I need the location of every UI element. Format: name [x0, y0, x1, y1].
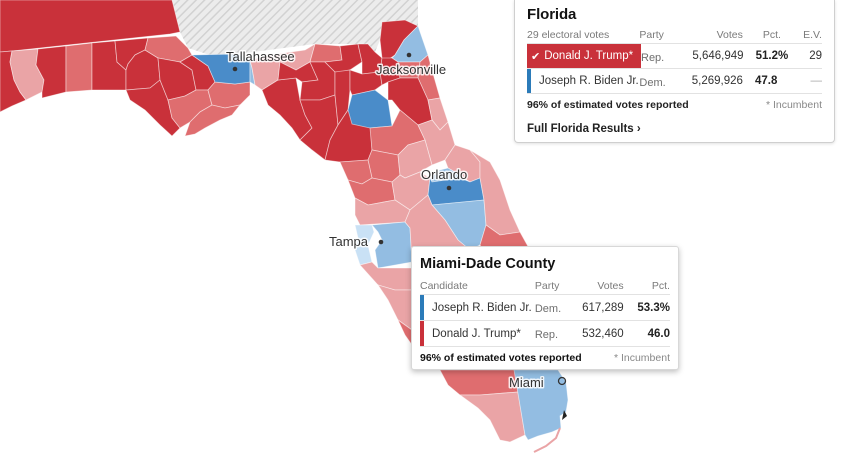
candidate-name: Donald J. Trump* [420, 321, 521, 346]
county-hillsborough[interactable] [371, 221, 413, 269]
candidate-pct: 53.3% [637, 301, 670, 314]
county[interactable] [65, 42, 93, 93]
incumbent-note: * Incumbent [765, 99, 822, 111]
county[interactable] [458, 391, 526, 443]
florida-keys [533, 427, 561, 453]
svg-text:Tallahassee: Tallahassee [226, 49, 295, 64]
state-table-header: 29 electoral votes Party Votes Pct. E.V. [527, 26, 822, 44]
candidate-party: Dem. [639, 76, 666, 89]
checkmark-icon: ✔ [531, 50, 541, 63]
county[interactable] [367, 149, 401, 183]
ev-header: E.V. [803, 29, 822, 41]
county-row-trump: Donald J. Trump* Rep. 532,460 46.0 [420, 321, 670, 347]
candidate-votes: 5,269,926 [691, 75, 743, 87]
key-largo [562, 410, 567, 420]
incumbent-note: * Incumbent [613, 352, 670, 364]
candidate-party: Dem. [534, 303, 562, 315]
svg-text:Orlando: Orlando [421, 167, 467, 182]
county[interactable] [184, 104, 241, 137]
state-title: Florida [527, 6, 577, 23]
svg-text:Jacksonville: Jacksonville [376, 62, 446, 77]
votes-header: Votes [597, 280, 624, 292]
county-tooltip: Miami-Dade County Candidate Party Votes … [411, 246, 679, 370]
electoral-votes-label: 29 electoral votes [527, 28, 610, 41]
svg-text:Miami: Miami [509, 375, 544, 390]
state-card-footer: 96% of estimated votes reported * Incumb… [527, 94, 822, 116]
county[interactable] [207, 81, 251, 109]
pct-header: Pct. [651, 280, 670, 292]
party-header: Party [534, 280, 560, 292]
county-tooltip-footer: 96% of estimated votes reported * Incumb… [420, 347, 670, 369]
city-marker-orlando: Orlando [420, 166, 469, 191]
candidate-party: Rep. [534, 329, 559, 341]
svg-text:Tampa: Tampa [329, 234, 369, 249]
candidate-row-trump: ✔ Donald J. Trump* Rep. 5,646,949 51.2% … [527, 44, 822, 69]
votes-reported: 96% of estimated votes reported [420, 352, 582, 364]
winner-name-cell: ✔ Donald J. Trump* [527, 44, 641, 68]
pct-header: Pct. [762, 29, 781, 41]
candidate-pct: 47.8 [754, 75, 778, 87]
candidate-party: Rep. [641, 51, 665, 64]
state-results-card: Florida 29 electoral votes Party Votes P… [514, 0, 835, 143]
candidate-row-biden: Joseph R. Biden Jr. Dem. 5,269,926 47.8 … [527, 69, 822, 94]
candidate-votes: 532,460 [582, 327, 624, 340]
county-row-biden: Joseph R. Biden Jr. Dem. 617,289 53.3% [420, 295, 670, 321]
city-marker-tampa: Tampa [328, 233, 384, 251]
votes-header: Votes [716, 29, 743, 41]
city-marker-miami: Miami [508, 374, 567, 392]
candidate-name: Joseph R. Biden Jr. [420, 295, 532, 320]
county[interactable] [439, 369, 519, 396]
county[interactable] [339, 159, 373, 185]
county-miami-dade[interactable] [513, 369, 569, 441]
county-alachua[interactable] [347, 89, 393, 129]
candidate-header: Candidate [420, 279, 468, 292]
candidate-ev: — [810, 75, 823, 87]
candidate-name: Joseph R. Biden Jr. [527, 69, 639, 93]
votes-reported: 96% of estimated votes reported [527, 99, 689, 111]
candidate-votes: 617,289 [582, 301, 624, 314]
county[interactable] [377, 284, 413, 331]
county-table-header: Candidate Party Votes Pct. [420, 278, 670, 295]
candidate-pct: 46.0 [647, 327, 670, 340]
county[interactable] [309, 43, 343, 63]
candidate-name: Donald J. Trump* [544, 50, 634, 62]
candidate-votes: 5,646,949 [692, 50, 744, 62]
city-marker-tallahassee: Tallahassee [225, 48, 296, 72]
city-marker-jacksonville: Jacksonville [375, 52, 448, 79]
candidate-pct: 51.2% [755, 50, 789, 62]
full-results-link[interactable]: Full Florida Results › [527, 123, 641, 135]
candidate-ev: 29 [809, 50, 823, 62]
georgia-no-data-region [172, 0, 418, 55]
party-header: Party [639, 29, 664, 41]
county-title: Miami-Dade County [420, 256, 556, 272]
